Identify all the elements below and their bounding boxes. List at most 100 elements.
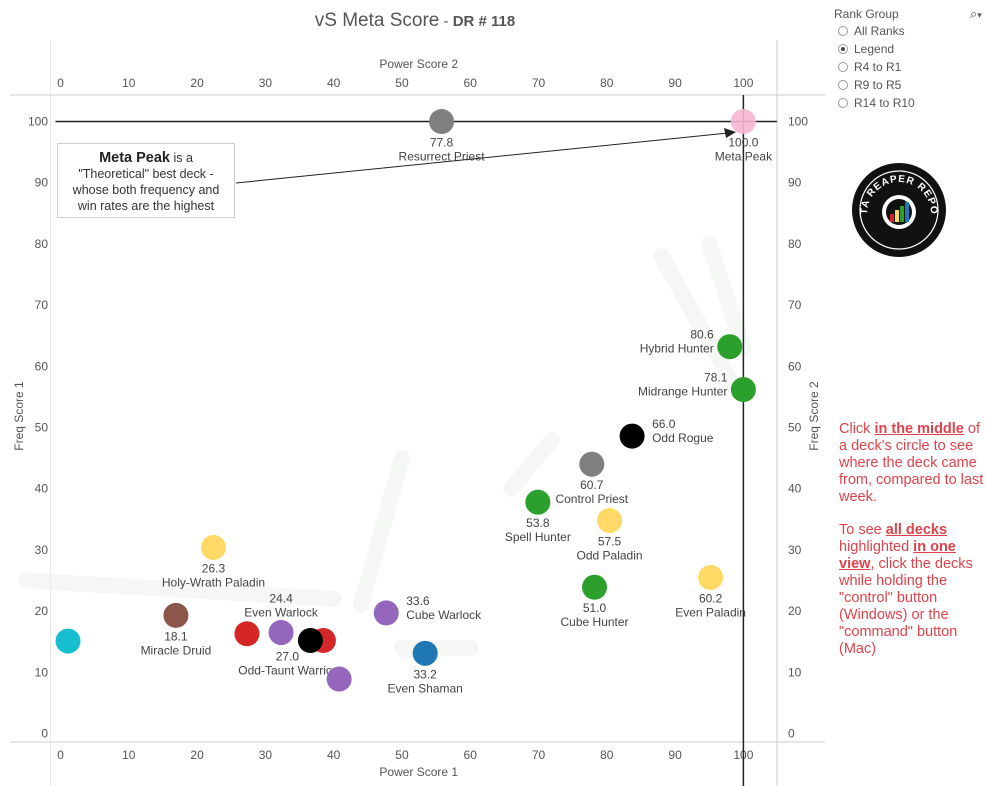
y-tick-label-left: 100	[28, 115, 48, 129]
filter-option-label: R4 to R1	[854, 60, 902, 74]
y-tick-label-left: 50	[35, 421, 49, 435]
filter-option-r9-to-r5[interactable]: R9 to R5	[834, 76, 984, 94]
point-unlabeled[interactable]	[234, 621, 260, 647]
y-tick-label-right: 20	[788, 604, 802, 618]
x-tick-label-top: 50	[395, 76, 409, 90]
x-tick-label-top: 10	[122, 76, 136, 90]
help-p1-a: Click	[839, 421, 875, 437]
point-even-shaman[interactable]	[412, 640, 438, 666]
x-tick-label-bottom: 80	[600, 748, 614, 762]
x-tick-label-top: 60	[464, 76, 478, 90]
point-unlabeled[interactable]	[297, 627, 323, 653]
y-tick-label-right: 60	[788, 359, 802, 373]
point-hybrid-hunter[interactable]	[717, 334, 743, 360]
point-label-odd-taunt-warrior: Odd-Taunt Warrior	[238, 663, 336, 677]
radio-icon[interactable]	[838, 26, 848, 36]
point-meta-peak[interactable]	[730, 109, 756, 134]
help-p1-b: in the middle	[874, 421, 964, 437]
radio-icon[interactable]	[838, 62, 848, 72]
rank-group-filter: Rank Group ⌕▾ All Ranks Legend R4 to R1 R9 …	[834, 6, 984, 112]
point-label-spell-hunter: Spell Hunter	[505, 530, 571, 544]
point-label-resurrect-priest: Resurrect Priest	[399, 150, 486, 164]
point-label-miracle-druid: Miracle Druid	[141, 643, 212, 657]
point-label-hybrid-hunter: Hybrid Hunter	[640, 342, 714, 356]
annotation-line3: whose both frequency and	[72, 183, 220, 197]
point-score-meta-peak: 100.0	[728, 136, 758, 150]
x-tick-label-top: 100	[733, 76, 753, 90]
annotation-line4: win rates are the highest	[77, 199, 215, 213]
point-holy-wrath-paladin[interactable]	[200, 534, 226, 560]
radio-icon[interactable]	[838, 80, 848, 90]
x-tick-label-bottom: 30	[259, 748, 273, 762]
point-score-odd-rogue: 66.0	[652, 417, 676, 431]
annotation-arrow-line	[235, 132, 729, 184]
y-tick-label-left: 80	[35, 237, 49, 251]
y2-axis-title: Freq Score 2	[807, 381, 821, 451]
point-label-cube-hunter: Cube Hunter	[561, 615, 629, 629]
point-score-cube-hunter: 51.0	[583, 601, 607, 615]
y-tick-label-left: 70	[35, 298, 49, 312]
scatter-chart[interactable]: 0010102020303040405050606070708080909010…	[0, 0, 830, 786]
point-cube-hunter[interactable]	[582, 574, 608, 600]
x-tick-label-top: 70	[532, 76, 546, 90]
search-icon[interactable]: ⌕▾	[970, 6, 982, 21]
radio-icon[interactable]	[838, 44, 848, 54]
point-even-paladin[interactable]	[698, 564, 724, 590]
annotation-bold: Meta Peak	[99, 150, 170, 166]
x-tick-label-bottom: 0	[57, 748, 64, 762]
y-tick-label-right: 100	[788, 115, 808, 129]
x-tick-label-bottom: 40	[327, 748, 341, 762]
y-tick-label-left: 90	[35, 176, 49, 190]
point-odd-rogue[interactable]	[619, 423, 645, 449]
radio-icon[interactable]	[838, 98, 848, 108]
data-reaper-logo: DATA REAPER REPORT	[847, 154, 947, 258]
point-label-holy-wrath-paladin: Holy-Wrath Paladin	[162, 575, 265, 589]
filter-option-r14-to-r10[interactable]: R14 to R10	[834, 94, 984, 112]
point-odd-paladin[interactable]	[597, 508, 623, 534]
filter-option-all-ranks[interactable]: All Ranks	[834, 22, 984, 40]
y-tick-label-left: 0	[41, 727, 48, 741]
point-score-odd-taunt-warrior: 27.0	[276, 649, 300, 663]
help-p2-e: , click the decks while holding the "con…	[839, 556, 973, 657]
y-axis-title: Freq Score 1	[12, 381, 26, 451]
x-tick-label-top: 40	[327, 76, 341, 90]
x-tick-label-bottom: 60	[464, 748, 478, 762]
movement-trail	[653, 248, 745, 399]
annotation-line1: is a	[170, 151, 193, 165]
y-tick-label-right: 70	[788, 298, 802, 312]
point-score-resurrect-priest: 77.8	[430, 136, 454, 150]
y-tick-label-left: 60	[35, 359, 49, 373]
point-score-cube-warlock: 33.6	[406, 594, 430, 608]
point-label-meta-peak: Meta Peak	[715, 150, 773, 164]
point-score-miracle-druid: 18.1	[164, 629, 188, 643]
point-score-odd-paladin: 57.5	[598, 535, 622, 549]
point-miracle-druid[interactable]	[163, 602, 189, 628]
help-text: Click in the middle of a deck's circle t…	[839, 421, 984, 674]
help-p2-c: highlighted	[839, 539, 914, 555]
movement-trail	[701, 235, 752, 356]
point-label-midrange-hunter: Midrange Hunter	[638, 385, 727, 399]
point-resurrect-priest[interactable]	[429, 109, 455, 134]
x-tick-label-top: 90	[668, 76, 682, 90]
point-even-warlock[interactable]	[268, 620, 294, 646]
point-control-priest[interactable]	[579, 451, 605, 477]
point-cube-warlock[interactable]	[373, 600, 399, 626]
x-tick-label-top: 0	[57, 76, 64, 90]
x-tick-label-bottom: 70	[532, 748, 546, 762]
y-tick-label-right: 0	[788, 727, 795, 741]
filter-option-legend[interactable]: Legend	[834, 40, 984, 58]
help-p2-d: in one view	[839, 539, 956, 572]
meta-peak-annotation: Meta Peak is a "Theoretical" best deck -…	[57, 143, 235, 218]
point-unlabeled[interactable]	[55, 628, 81, 654]
x-tick-label-top: 30	[259, 76, 273, 90]
point-unlabeled[interactable]	[326, 666, 352, 692]
point-spell-hunter[interactable]	[525, 489, 551, 515]
filter-option-r4-to-r1[interactable]: R4 to R1	[834, 58, 984, 76]
point-midrange-hunter[interactable]	[730, 377, 756, 403]
x-tick-label-bottom: 20	[190, 748, 204, 762]
point-label-even-paladin: Even Paladin	[675, 605, 746, 619]
y-tick-label-left: 20	[35, 604, 49, 618]
filter-option-label: Legend	[854, 42, 895, 56]
help-p2-b: all decks	[885, 522, 948, 538]
chart-title-main: vS Meta Score	[314, 10, 440, 31]
